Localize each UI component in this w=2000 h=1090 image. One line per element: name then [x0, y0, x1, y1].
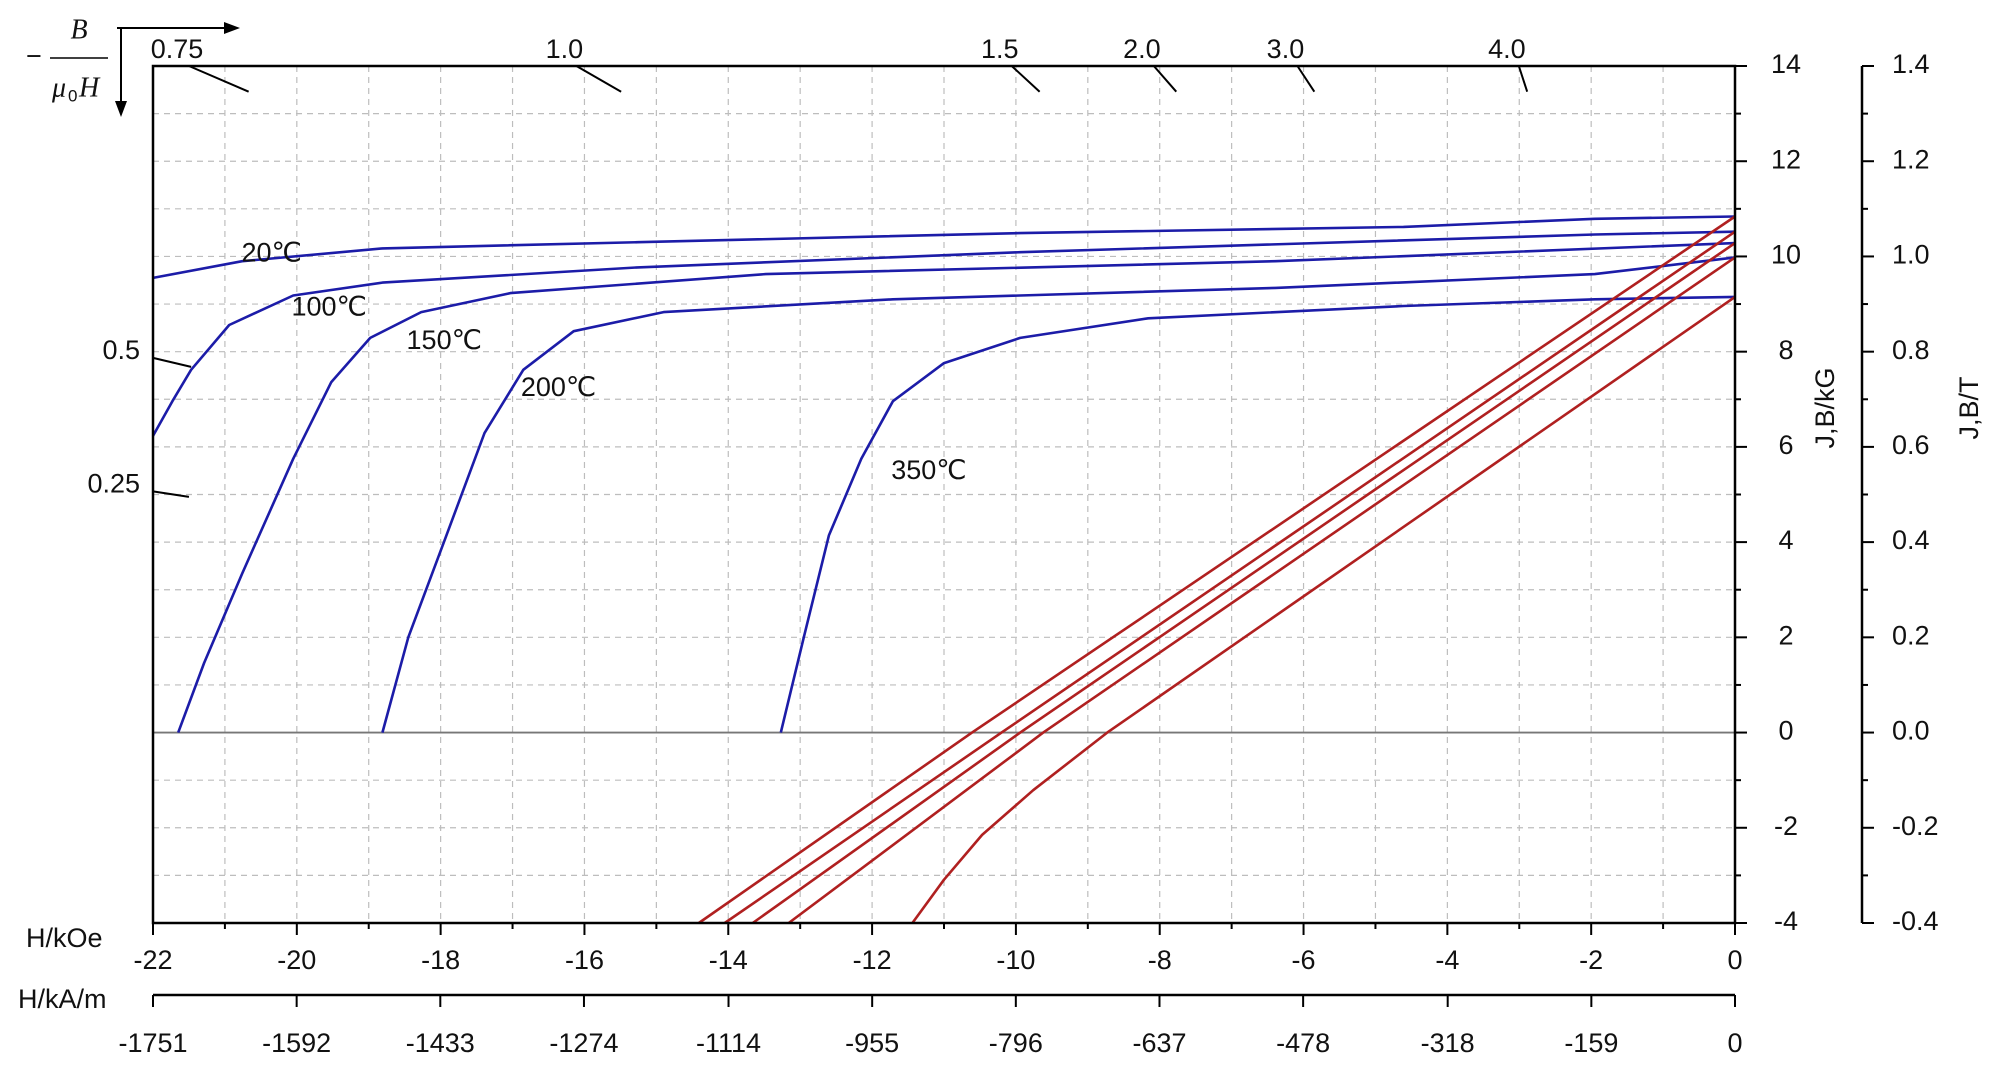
curve-label: 100℃	[291, 291, 366, 321]
x-tick-label: -12	[853, 945, 892, 975]
curve	[152, 215, 1736, 280]
x2-tick-label: -478	[1276, 1028, 1330, 1058]
x-tick-label: -18	[421, 945, 460, 975]
x2-tick-label: -637	[1132, 1028, 1186, 1058]
grid-layer	[152, 65, 1736, 924]
permeance-label: 0.5	[102, 335, 140, 365]
y-tick-label: 10	[1771, 240, 1801, 270]
x-tick-label: -16	[565, 945, 604, 975]
permeance-label: 4.0	[1488, 34, 1526, 64]
curve	[787, 256, 1736, 925]
permeance-tick	[1153, 65, 1178, 93]
x-tick-label: -8	[1148, 945, 1172, 975]
x-tick-label: 0	[1727, 945, 1742, 975]
y-tick-label: 6	[1778, 430, 1793, 460]
y2-tick-label: 1.2	[1892, 144, 1930, 174]
permeance-tick	[188, 65, 250, 93]
permeance-label: 1.0	[546, 34, 584, 64]
permeance-label: 1.5	[981, 34, 1019, 64]
x2-tick-label: -955	[845, 1028, 899, 1058]
x2-tick-label: -1114	[696, 1028, 761, 1058]
permeance-tick	[1011, 65, 1041, 93]
y-tick-label: 14	[1771, 49, 1801, 79]
x2-tick-label: -159	[1564, 1028, 1618, 1058]
curve-label: 150℃	[407, 325, 482, 355]
y-tick-label: 4	[1778, 525, 1793, 555]
arrow-head	[224, 22, 240, 34]
y2-tick-label: 1.0	[1892, 240, 1930, 270]
permeance-sign: −	[26, 41, 42, 71]
y-tick-label: 8	[1778, 335, 1793, 365]
curve-label: 200℃	[521, 372, 596, 402]
y2-tick-label: -0.2	[1892, 811, 1939, 841]
permeance-tick	[152, 356, 192, 368]
x2-tick-label: -1592	[262, 1028, 331, 1058]
y2-tick-label: 0.8	[1892, 335, 1930, 365]
permeance-tick	[575, 65, 622, 93]
curve	[698, 215, 1736, 925]
y2-tick-label: 1.4	[1892, 49, 1930, 79]
x-tick-label: -14	[709, 945, 748, 975]
permeance-numerator: B	[70, 14, 87, 45]
y2-tick-label: 0.6	[1892, 430, 1930, 460]
curve	[779, 295, 1736, 733]
x-tick-label: -22	[133, 945, 172, 975]
permeance-tick	[152, 490, 190, 498]
x-tick-label: -20	[277, 945, 316, 975]
y-tick-label: 12	[1771, 144, 1801, 174]
x2-tick-label: 0	[1727, 1028, 1742, 1058]
curve	[151, 230, 1736, 437]
y2-axis-title: J,B/T	[1954, 376, 1984, 439]
curve	[751, 242, 1736, 925]
x-axis-title: H/kOe	[26, 923, 103, 953]
curve-label: 350℃	[891, 455, 966, 485]
y-tick-label: 0	[1778, 716, 1793, 746]
x2-tick-label: -1433	[406, 1028, 475, 1058]
x2-tick-label: -1751	[118, 1028, 187, 1058]
permeance-denominator: μ	[51, 72, 66, 103]
x2-tick-label: -1274	[549, 1028, 618, 1058]
y2-tick-label: 0.2	[1892, 620, 1930, 650]
curve-label: 20℃	[241, 238, 301, 268]
permeance-denominator: H	[78, 72, 101, 103]
permeance-tick	[1517, 65, 1529, 93]
x-tick-label: -4	[1435, 945, 1459, 975]
permeance-label: 2.0	[1123, 34, 1161, 64]
x2-tick-label: -318	[1421, 1028, 1475, 1058]
y-tick-label: -4	[1774, 906, 1798, 936]
y2-tick-label: 0.0	[1892, 716, 1930, 746]
y2-tick-label: 0.4	[1892, 525, 1930, 555]
curve	[723, 230, 1736, 925]
curve	[381, 256, 1736, 733]
y-tick-label: 2	[1778, 620, 1793, 650]
curve	[176, 241, 1736, 734]
y2-tick-label: -0.4	[1892, 906, 1939, 936]
x2-axis-title: H/kA/m	[18, 984, 107, 1014]
x2-tick-label: -796	[989, 1028, 1043, 1058]
permeance-label: 3.0	[1267, 34, 1305, 64]
x-tick-label: -6	[1292, 945, 1316, 975]
permeance-tick	[1296, 65, 1316, 93]
permeance-label: 0.75	[151, 34, 204, 64]
x-tick-label: -2	[1579, 945, 1603, 975]
mark-layer	[151, 215, 1736, 925]
y-tick-label: -2	[1774, 811, 1798, 841]
permeance-label: 0.25	[87, 469, 140, 499]
curve	[911, 295, 1736, 924]
y-axis-title: J,B/kG	[1810, 367, 1840, 448]
x-tick-label: -10	[996, 945, 1035, 975]
permeance-denominator: 0	[68, 86, 77, 105]
arrow-head	[115, 101, 127, 117]
